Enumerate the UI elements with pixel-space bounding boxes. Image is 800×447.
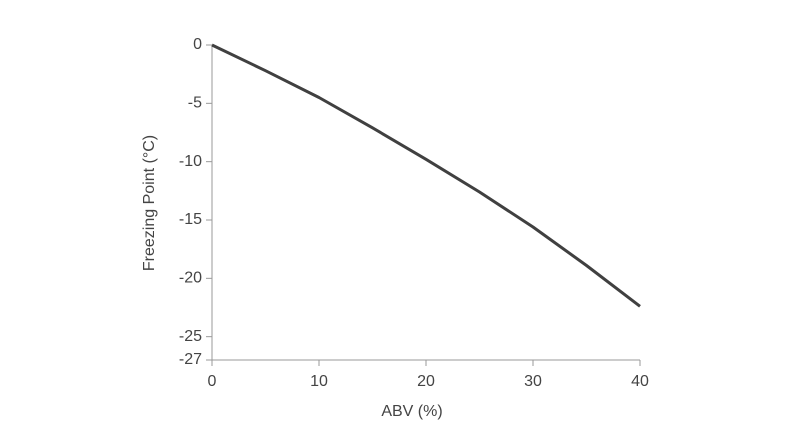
y-tick-label: -20 xyxy=(179,270,202,287)
x-tick-label: 0 xyxy=(208,373,217,390)
y-tick-label: -27 xyxy=(179,351,202,368)
x-tick-label: 30 xyxy=(524,373,542,390)
x-tick-label: 10 xyxy=(310,373,328,390)
y-tick-label: -5 xyxy=(188,95,202,112)
y-axis-label: Freezing Point (°C) xyxy=(141,135,158,271)
y-tick-label: -10 xyxy=(179,153,202,170)
x-axis-label: ABV (%) xyxy=(381,403,442,420)
y-tick-label: -25 xyxy=(179,328,202,345)
data-line xyxy=(211,43,641,308)
x-tick-label: 20 xyxy=(417,373,435,390)
y-tick-label: -15 xyxy=(179,211,202,228)
x-tick-label: 40 xyxy=(631,373,649,390)
y-tick-label: 0 xyxy=(193,36,202,53)
